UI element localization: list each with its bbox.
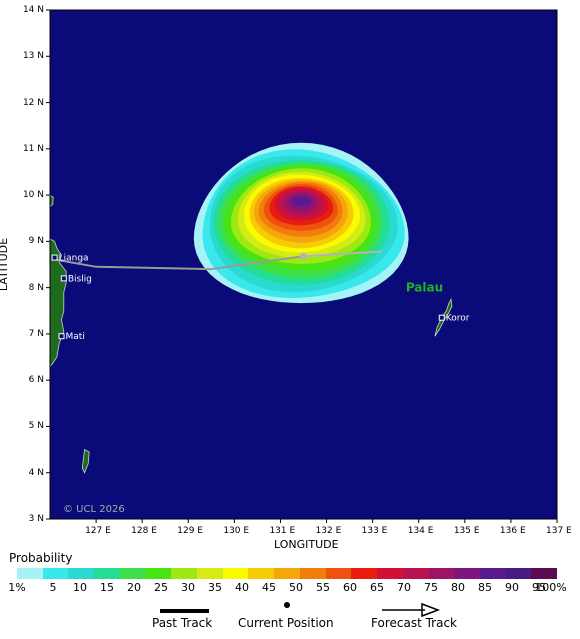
scale-swatch (377, 568, 403, 579)
scale-label: 75 (424, 581, 438, 594)
lon-tick-label: 127 E (85, 526, 111, 536)
lon-tick-label: 134 E (407, 526, 434, 536)
scale-label: 50 (289, 581, 303, 594)
probability-color-scale (17, 568, 558, 579)
scale-label: 100% (535, 581, 567, 594)
scale-swatch (68, 568, 95, 579)
lon-tick-label: 135 E (453, 526, 480, 536)
lon-tick-label: 137 E (546, 526, 572, 536)
scale-label: 90 (505, 581, 519, 594)
scale-label: 15 (100, 581, 114, 594)
place-marker-mati (58, 333, 65, 340)
scale-label: 10 (73, 581, 87, 594)
scale-swatch (145, 568, 172, 579)
lon-tick-label: 131 E (269, 526, 296, 536)
place-marker-bislig (60, 275, 67, 282)
current-position-key (284, 602, 290, 608)
scale-swatch (17, 568, 43, 579)
lon-tick-label: 136 E (499, 526, 526, 536)
lat-tick-label: 10 N (22, 190, 44, 201)
scale-swatch (171, 568, 198, 579)
scale-swatch (428, 568, 455, 579)
lat-tick-label: 4 N (28, 467, 44, 478)
scale-swatch (479, 568, 506, 579)
lat-tick-label: 5 N (28, 421, 44, 432)
place-marker-koror (438, 314, 445, 321)
scale-label: 95 (532, 581, 546, 594)
place-label-mati: Mati (66, 332, 85, 342)
region-label-palau: Palau (406, 280, 443, 294)
scale-swatch (274, 568, 300, 579)
scale-label: 85 (478, 581, 492, 594)
place-label-koror: Koror (446, 314, 470, 324)
scale-swatch (402, 568, 429, 579)
copyright-text: © UCL 2026 (63, 504, 125, 515)
past-track-line (56, 255, 304, 271)
scale-swatch (222, 568, 249, 579)
lat-tick-label: 6 N (28, 375, 44, 386)
lon-tick-label: 133 E (361, 526, 388, 536)
current-position-marker (300, 252, 307, 260)
scale-swatch (505, 568, 532, 579)
lat-tick-label: 7 N (28, 328, 44, 339)
map-frame (49, 9, 558, 520)
scale-label: 20 (127, 581, 141, 594)
forecast-track-arrow (421, 602, 441, 618)
scale-label: 40 (235, 581, 249, 594)
lat-tick-label: 13 N (22, 51, 44, 62)
place-marker-lianga (51, 254, 58, 261)
lon-tick-label: 129 E (177, 526, 203, 536)
scale-label: 55 (316, 581, 330, 594)
lat-tick-label: 14 N (22, 5, 44, 15)
scale-swatch (197, 568, 223, 579)
scale-swatch (248, 568, 275, 579)
lat-tick-label: 3 N (28, 514, 44, 524)
probability-legend-title: Probability (9, 551, 73, 565)
scale-label: 45 (262, 581, 276, 594)
forecast-track-label: Forecast Track (371, 616, 457, 630)
probability-scale-labels: 1% 5 10 15 20 25 30 35 40 45 50 55 60 65 70 75 80 85 90 95 1… (0, 581, 580, 595)
probability-contour-19 (292, 196, 311, 206)
scale-label: 5 (49, 581, 57, 594)
scale-label: 30 (181, 581, 195, 594)
lat-tick-label: 12 N (22, 97, 44, 108)
scale-label: 35 (208, 581, 222, 594)
place-label-lianga: Lianga (59, 254, 89, 264)
scale-swatch (454, 568, 480, 579)
scale-label: 70 (397, 581, 411, 594)
past-track-label: Past Track (152, 616, 213, 630)
scale-swatch (299, 568, 326, 579)
scale-label: 80 (451, 581, 465, 594)
scale-swatch (94, 568, 120, 579)
scale-swatch (42, 568, 69, 579)
lon-tick-label: 130 E (223, 526, 250, 536)
scale-label: 60 (343, 581, 357, 594)
lat-tick-label: 11 N (22, 143, 44, 154)
lat-tick-label: 9 N (28, 236, 44, 247)
scale-label: 1% (8, 581, 26, 594)
lon-tick-label: 132 E (315, 526, 342, 536)
lat-tick-label: 8 N (28, 282, 44, 293)
scale-label: 25 (154, 581, 168, 594)
lon-tick-label: 128 E (131, 526, 157, 536)
scale-swatch (531, 568, 558, 579)
legend-key-graphics (160, 602, 441, 618)
talaud-islands (81, 448, 90, 474)
place-label-bislig: Bislig (68, 274, 92, 284)
current-position-label: Current Position (238, 616, 334, 630)
latitude-axis-label: LATITUDE (0, 237, 11, 292)
scale-swatch (351, 568, 378, 579)
longitude-axis-label: LONGITUDE (274, 538, 339, 551)
forecast-track-line (303, 250, 382, 258)
scale-label: 65 (370, 581, 384, 594)
scale-swatch (325, 568, 352, 579)
scale-swatch (119, 568, 146, 579)
